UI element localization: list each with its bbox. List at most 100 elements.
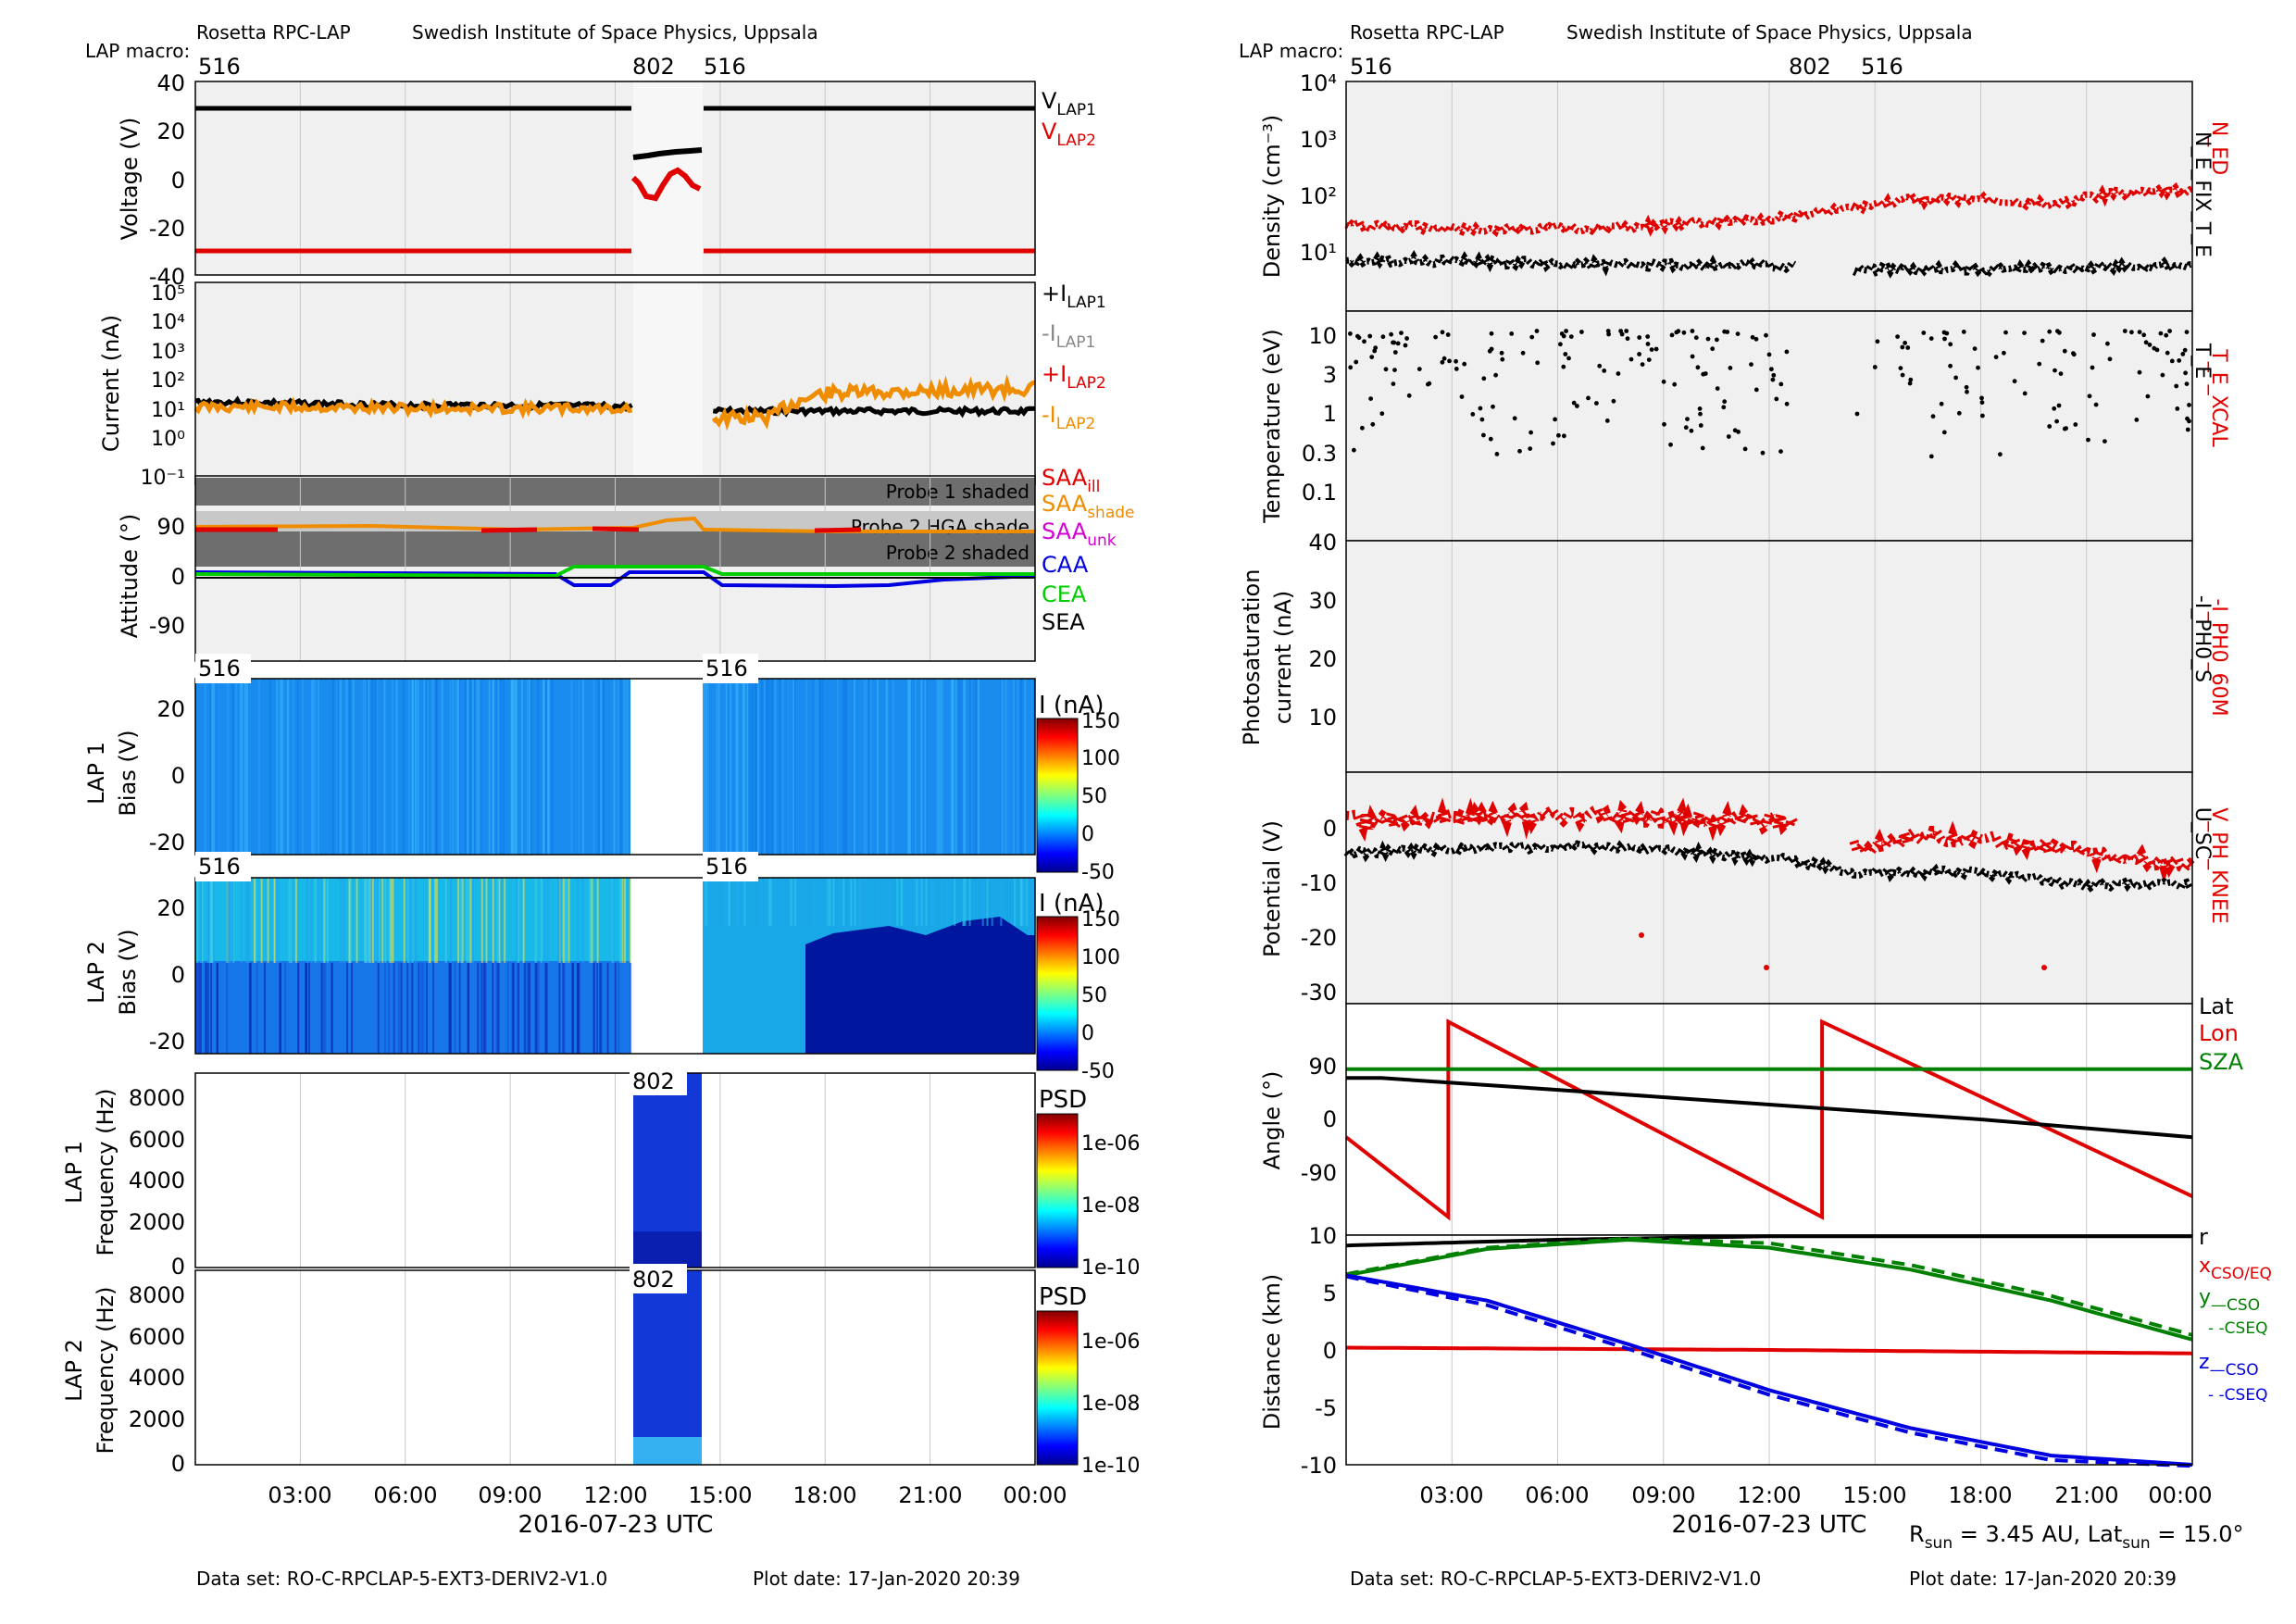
spectrogram-stripe <box>322 963 325 1054</box>
t-e-point <box>2152 345 2157 351</box>
spectrogram-stripe <box>763 679 766 855</box>
spectrogram-stripe <box>286 679 289 855</box>
t-e-point <box>2187 418 2191 424</box>
spectrogram-stripe <box>477 679 480 855</box>
t-e-point <box>1640 362 1645 367</box>
spectrogram-stripe <box>216 963 218 1054</box>
t-e-point <box>1875 339 1880 344</box>
t-e-point <box>1426 381 1430 387</box>
spectrogram-stripe <box>492 878 494 963</box>
t-e-point <box>1416 367 1422 371</box>
photosaturation-panel: 40 30 20 10 Photosaturation current (nA)… <box>1239 530 2230 805</box>
t-e-point <box>1462 361 1467 367</box>
t-e-point <box>1690 354 1695 359</box>
spectrogram-stripe <box>492 963 494 1054</box>
t-e-point <box>1895 334 1900 339</box>
distance-ytick-m5: -5 <box>1315 1395 1337 1421</box>
lap1-colorbar <box>1036 718 1079 873</box>
spectrogram-stripe <box>200 878 202 963</box>
n-ed-trace <box>1344 181 2194 238</box>
spectrogram-stripe <box>400 963 403 1054</box>
spectrogram-stripe <box>557 878 560 963</box>
t-e-point <box>1556 432 1561 438</box>
spectrogram-stripe <box>930 878 933 926</box>
spectrogram-stripe <box>964 679 967 855</box>
spectrogram-stripe <box>205 963 207 1054</box>
t-e-point <box>2175 406 2180 411</box>
lap2-bias-panel: 516 516 20 0 -20 LAP 2 Bias (V) I (nA) 1… <box>83 852 1120 1083</box>
current-ytick-1em1: 10⁻¹ <box>141 467 185 490</box>
lap2-bias-ylabel-line2: Bias (V) <box>115 929 141 1015</box>
spectrogram-stripe <box>845 679 848 855</box>
spectrogram-stripe <box>522 878 525 963</box>
spectrogram-stripe <box>842 878 845 926</box>
distance-ytick-10: 10 <box>1308 1223 1337 1249</box>
spectrogram-stripe <box>239 679 242 855</box>
spectrogram-stripe <box>480 679 482 855</box>
spectrogram-stripe <box>381 878 384 963</box>
t-e-point <box>2185 427 2190 432</box>
t-e-point <box>1956 410 1962 416</box>
legend-t-e: T_E <box>2190 343 2214 379</box>
t-e-point <box>1354 359 1359 365</box>
legend-y-cseq: - -CSEQ <box>2208 1319 2267 1338</box>
left-xtick-0300: 03:00 <box>268 1482 331 1508</box>
spectrogram-stripe <box>306 878 308 963</box>
lap1-cbar-150: 150 <box>1081 710 1120 733</box>
legend-caa: CAA <box>1042 552 1089 578</box>
right-plotdate-footer: Plot date: 17-Jan-2020 20:39 <box>1909 1568 2177 1590</box>
t-e-point <box>1566 356 1571 361</box>
t-e-point <box>1930 414 1936 419</box>
lap2-bias-ytick-0: 0 <box>171 962 185 988</box>
t-e-point <box>1553 417 1557 422</box>
t-e-point <box>1701 371 1706 377</box>
lap1-psd-colorbar <box>1036 1113 1079 1268</box>
spectrogram-stripe <box>477 963 480 1054</box>
photosat-gridlines <box>1451 541 2088 772</box>
spectrogram-stripe <box>269 679 271 855</box>
spectrogram-stripe <box>277 878 280 963</box>
right-xtick-1200: 12:00 <box>1737 1482 1801 1508</box>
legend-saa-ill: SAAill <box>1042 465 1100 496</box>
temperature-ylabel: Temperature (eV) <box>1259 329 1285 524</box>
t-e-point <box>2057 330 2062 335</box>
spectrogram-stripe <box>480 878 483 963</box>
spectrogram-stripe <box>246 878 249 963</box>
spectrogram-stripe <box>792 679 795 855</box>
temperature-gridlines <box>1451 311 2088 541</box>
v-ph-knee-trace <box>1345 794 2196 883</box>
lap2-cbar-100: 100 <box>1081 946 1120 969</box>
spectrogram-stripe <box>475 679 478 855</box>
spectrogram-stripe <box>908 679 911 855</box>
spectrogram-stripe <box>206 963 208 1054</box>
t-e-point <box>1646 357 1652 362</box>
t-e-point <box>1953 375 1959 381</box>
spectrogram-stripe <box>318 679 320 855</box>
legend-saa-unk: SAAunk <box>1042 518 1117 550</box>
distance-panel: 10 5 0 -5 -10 Distance (km) r xCSO/EQ y—… <box>1259 1223 2272 1479</box>
spectrogram-stripe <box>488 679 491 855</box>
t-e-point <box>1715 337 1719 343</box>
spectrogram-stripe <box>500 878 503 963</box>
lon-trace <box>1344 1018 2193 1221</box>
spectrogram-stripe <box>723 878 726 926</box>
spectrogram-stripe <box>537 963 540 1054</box>
spectrogram-stripe <box>339 679 341 855</box>
spectrogram-stripe <box>896 878 899 926</box>
t-e-point <box>1517 448 1522 454</box>
vlap2-802-segment <box>630 167 702 202</box>
t-e-point <box>1575 404 1579 408</box>
t-e-point <box>1470 412 1476 417</box>
spectrogram-stripe <box>226 878 228 963</box>
lap2-freq-ytick-2000: 2000 <box>129 1406 185 1432</box>
spectrogram-stripe <box>630 963 632 1054</box>
t-e-point <box>1624 329 1629 333</box>
left-plotdate-footer: Plot date: 17-Jan-2020 20:39 <box>753 1568 1020 1590</box>
t-e-point <box>1676 329 1681 334</box>
spectrogram-stripe <box>924 679 927 855</box>
spectrogram-stripe <box>430 679 433 855</box>
lap1-bias-panel: 516 516 20 0 -20 LAP 1 Bias (V) I (nA) 1… <box>83 654 1120 884</box>
spectrogram-stripe <box>726 878 729 926</box>
spectrogram-stripe <box>581 679 584 855</box>
spectrogram-stripe <box>901 878 904 926</box>
